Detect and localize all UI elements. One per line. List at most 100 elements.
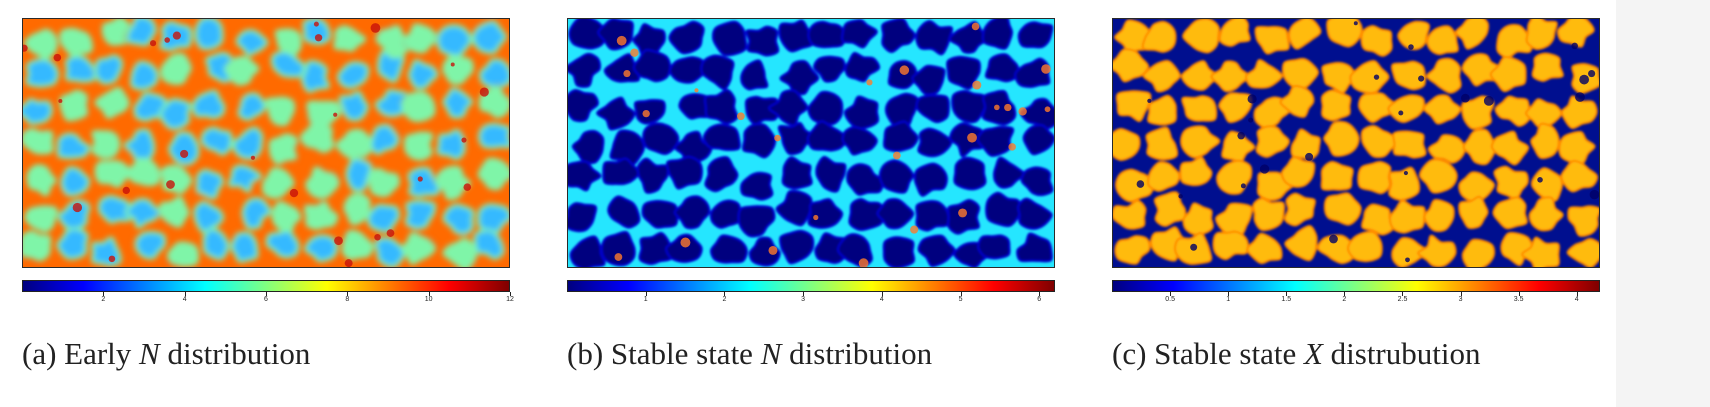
spot bbox=[335, 128, 373, 159]
cell bbox=[1316, 234, 1356, 265]
cell bbox=[641, 199, 679, 229]
cell bbox=[1290, 128, 1321, 160]
spot bbox=[167, 131, 200, 166]
cell bbox=[1521, 236, 1561, 267]
cell bbox=[1321, 61, 1356, 94]
cell bbox=[1284, 224, 1318, 262]
colorbar-ticks-b: 1 2 3 4 5 6 bbox=[567, 292, 1055, 306]
cell bbox=[807, 90, 844, 126]
spot bbox=[60, 166, 91, 197]
cell bbox=[1114, 168, 1155, 203]
colorbar-tick-label: 2.5 bbox=[1397, 296, 1408, 303]
spot bbox=[407, 59, 439, 90]
spot bbox=[274, 28, 302, 56]
cell bbox=[1323, 120, 1360, 157]
cell bbox=[1458, 171, 1496, 203]
spot bbox=[91, 130, 121, 159]
cell bbox=[1388, 166, 1421, 202]
caption-c-variable: X bbox=[1303, 336, 1323, 371]
cell bbox=[1017, 21, 1054, 49]
cell bbox=[1218, 19, 1251, 47]
spot bbox=[133, 91, 168, 122]
spot bbox=[93, 54, 124, 85]
spot bbox=[305, 166, 340, 199]
cell bbox=[1182, 19, 1221, 54]
cell bbox=[1531, 52, 1564, 82]
cell bbox=[841, 125, 878, 156]
cell bbox=[741, 122, 777, 159]
cell bbox=[569, 235, 606, 267]
cell bbox=[704, 156, 739, 193]
spot bbox=[231, 126, 264, 160]
cell bbox=[702, 123, 741, 151]
cell bbox=[609, 129, 645, 167]
page-margin-strip bbox=[1616, 0, 1710, 407]
spot bbox=[24, 28, 58, 59]
cell bbox=[781, 156, 813, 190]
colorbar-tick-label: 5 bbox=[958, 296, 963, 303]
cell bbox=[1387, 94, 1426, 123]
cell bbox=[917, 234, 956, 267]
cell bbox=[1346, 230, 1383, 263]
cell bbox=[1422, 94, 1462, 125]
cell bbox=[632, 48, 672, 83]
spot bbox=[126, 157, 161, 187]
colorbar-tick bbox=[1460, 292, 1462, 296]
colorbar-tick bbox=[266, 292, 267, 296]
spot bbox=[59, 27, 94, 56]
cell bbox=[1454, 19, 1490, 50]
cell bbox=[1357, 92, 1398, 124]
spot bbox=[341, 229, 374, 260]
cell bbox=[740, 59, 769, 91]
cell bbox=[1288, 19, 1322, 50]
spot bbox=[442, 203, 475, 236]
spot bbox=[200, 126, 233, 156]
colorbar-tick-label: 3.5 bbox=[1513, 296, 1524, 303]
caption-a: (a) Early N distribution bbox=[22, 336, 310, 372]
cell bbox=[1360, 203, 1395, 236]
cell bbox=[1323, 192, 1362, 226]
colorbar-a bbox=[22, 280, 510, 292]
cell bbox=[1490, 130, 1530, 166]
spot bbox=[94, 160, 132, 188]
cell bbox=[1146, 94, 1178, 126]
panel-c: 0.5 1 1.5 2 2.5 3 3.5 4 (c) Stable state X dist… bbox=[1090, 0, 1600, 407]
cell bbox=[1492, 196, 1528, 230]
cell bbox=[1418, 158, 1458, 194]
colorbar-tick bbox=[1286, 292, 1288, 296]
spot bbox=[97, 194, 133, 224]
spot bbox=[237, 92, 267, 121]
field-plot-a bbox=[22, 18, 510, 268]
spot bbox=[167, 241, 200, 267]
cell bbox=[1320, 160, 1354, 191]
colorbar-tick-label: 6 bbox=[1037, 296, 1042, 303]
colorbar-tick bbox=[1518, 292, 1520, 296]
spot bbox=[404, 199, 437, 230]
cell bbox=[568, 19, 607, 50]
cell bbox=[1022, 124, 1054, 156]
colorbar-tick bbox=[724, 292, 726, 296]
cell bbox=[711, 20, 748, 57]
spot bbox=[407, 166, 441, 198]
cell bbox=[1458, 195, 1489, 230]
cell bbox=[1146, 161, 1181, 192]
colorbar-tick bbox=[1344, 292, 1346, 296]
colorbar-tick-label: 8 bbox=[345, 296, 350, 303]
cell bbox=[915, 199, 950, 232]
cell bbox=[778, 229, 815, 265]
cell bbox=[709, 234, 748, 264]
cell bbox=[777, 121, 816, 156]
spot bbox=[24, 205, 58, 233]
cell bbox=[1115, 90, 1152, 123]
colorbar-tick bbox=[803, 292, 805, 296]
cell bbox=[945, 55, 982, 90]
spot bbox=[442, 55, 474, 85]
cell bbox=[1427, 133, 1466, 164]
colorbar-tick-label: 4 bbox=[1574, 296, 1579, 303]
cell bbox=[840, 19, 878, 49]
colorbar-tick-label: 3 bbox=[801, 296, 806, 303]
cell bbox=[745, 25, 780, 57]
cell bbox=[1016, 197, 1053, 230]
cell bbox=[1558, 130, 1596, 165]
spot bbox=[94, 86, 130, 119]
